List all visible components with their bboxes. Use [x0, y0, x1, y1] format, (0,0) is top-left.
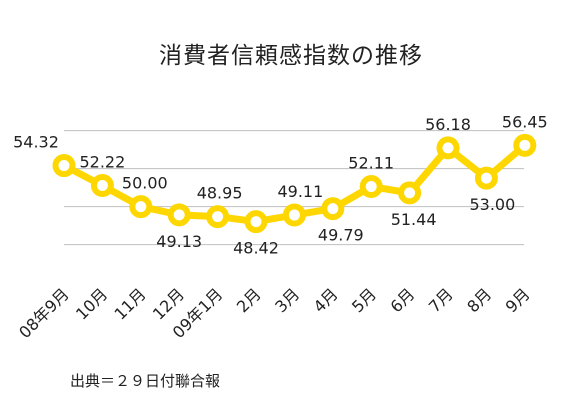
x-tick-label-8: 5月: [348, 284, 380, 316]
data-point-8: [359, 175, 383, 199]
x-tick-label-6: 3月: [271, 284, 303, 316]
data-label-7: 49.79: [318, 226, 364, 245]
x-tick-label-2: 11月: [110, 284, 149, 323]
data-label-0: 54.32: [13, 133, 59, 152]
data-point-9: [398, 181, 422, 205]
data-label-1: 52.22: [79, 153, 125, 172]
data-label-9: 51.44: [391, 210, 437, 229]
data-label-2: 50.00: [122, 174, 168, 193]
data-label-10: 56.18: [425, 115, 471, 134]
x-tick-label-10: 7月: [425, 284, 457, 316]
data-point-11: [474, 166, 498, 190]
x-tick-label-7: 4月: [310, 284, 342, 316]
data-point-3: [167, 203, 191, 227]
chart-title: 消費者信頼感指数の推移: [159, 43, 423, 69]
data-label-6: 49.11: [277, 182, 323, 201]
x-tick-label-0: 08年9月: [15, 284, 73, 342]
data-label-11: 53.00: [469, 195, 515, 214]
x-tick-label-9: 6月: [386, 284, 418, 316]
data-label-4: 48.95: [197, 184, 243, 203]
data-point-10: [436, 136, 460, 160]
data-point-7: [321, 197, 345, 221]
x-tick-label-5: 2月: [233, 284, 265, 316]
data-point-2: [129, 195, 153, 219]
x-tick-label-1: 10月: [72, 284, 111, 323]
data-label-3: 49.13: [156, 232, 202, 251]
data-point-5: [244, 210, 268, 234]
data-label-12: 56.45: [502, 112, 548, 131]
source-note: 出典＝２９日付聯合報: [70, 372, 221, 390]
x-tick-label-11: 8月: [463, 284, 495, 316]
data-point-12: [513, 133, 537, 157]
data-point-0: [52, 154, 76, 178]
data-point-6: [282, 203, 306, 227]
x-tick-label-12: 9月: [502, 284, 534, 316]
data-point-4: [206, 205, 230, 229]
data-label-5: 48.42: [233, 239, 279, 258]
data-point-1: [90, 174, 114, 198]
data-label-8: 52.11: [348, 154, 394, 173]
